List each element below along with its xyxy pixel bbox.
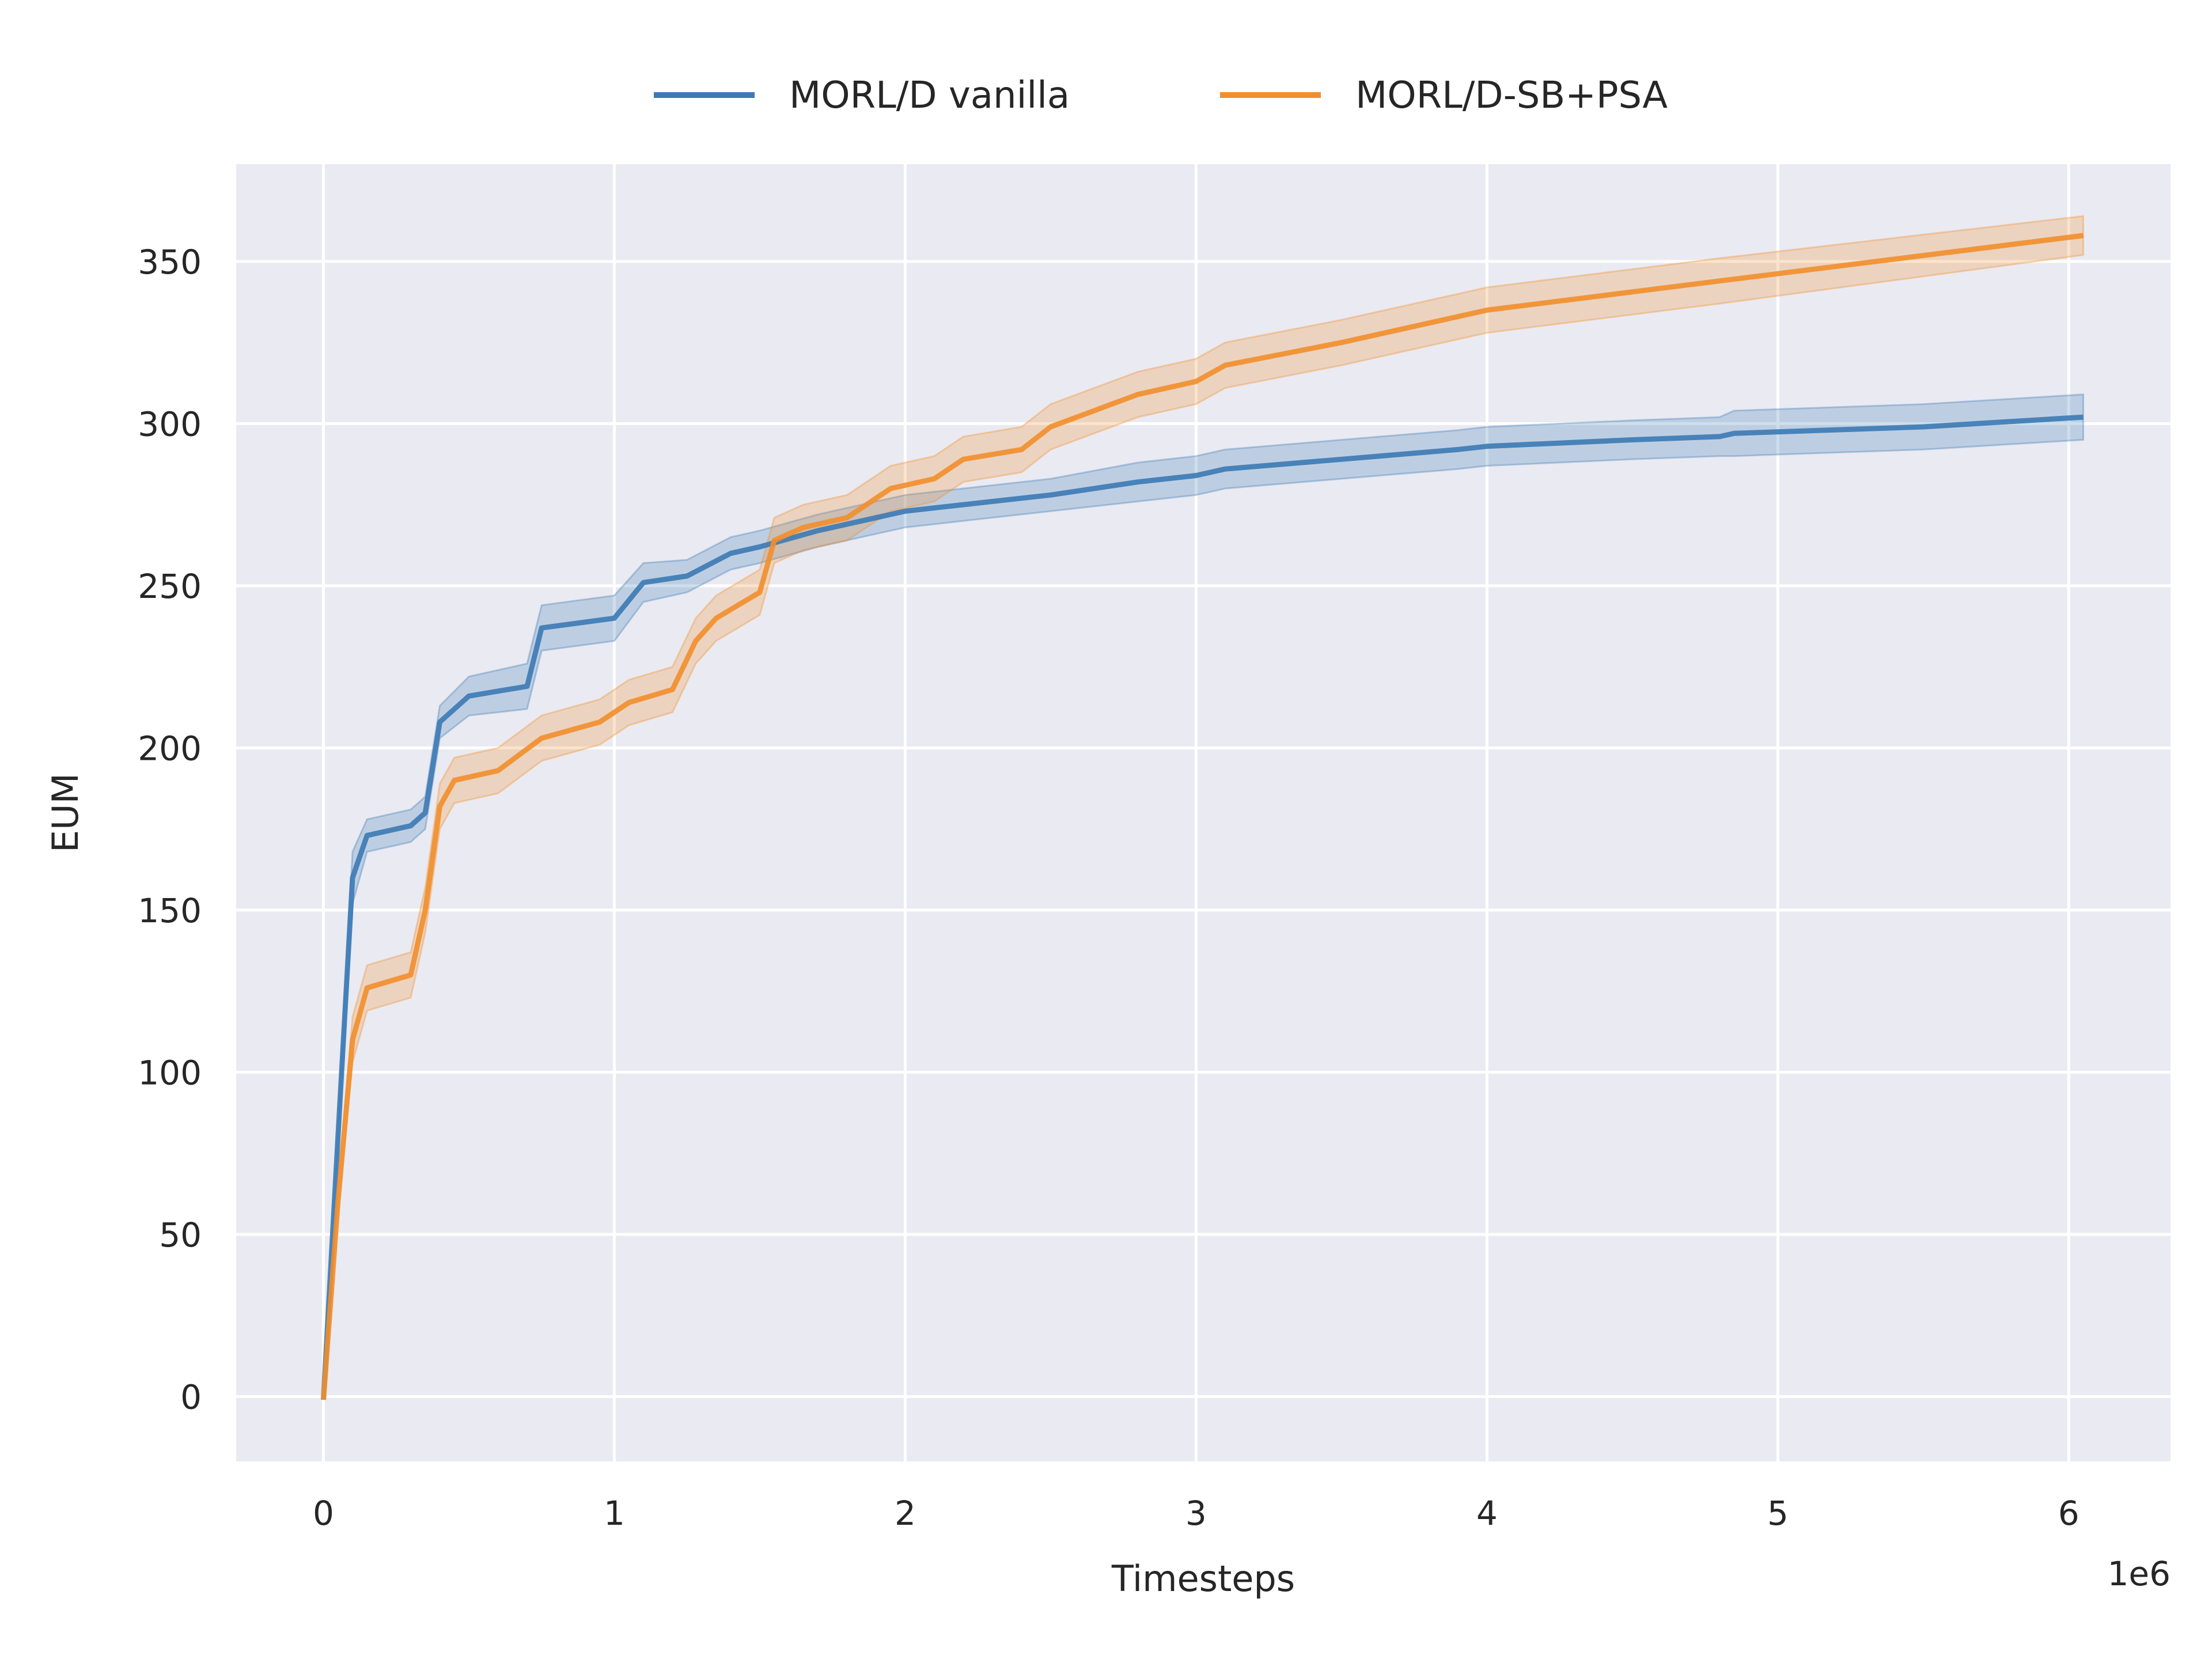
legend: MORL/D vanilla MORL/D-SB+PSA xyxy=(654,74,1668,117)
series-1-point xyxy=(1225,365,1226,366)
y-tick-label: 300 xyxy=(138,404,202,444)
x-tick-label: 2 xyxy=(895,1494,916,1533)
y-tick-label: 150 xyxy=(138,891,202,930)
series-1-point xyxy=(1341,342,1342,343)
series-1-point xyxy=(1137,394,1138,395)
x-tick-label: 0 xyxy=(313,1494,334,1533)
series-1-point xyxy=(846,517,847,518)
y-tick-label: 200 xyxy=(138,729,202,768)
x-axis-ticks: 0 1 2 3 4 5 6 xyxy=(313,1494,2080,1533)
series-0-point xyxy=(2083,416,2084,418)
series-1-point xyxy=(454,780,455,781)
series-0-point xyxy=(643,582,644,583)
series-1-point xyxy=(803,527,804,528)
series-lines xyxy=(321,233,2084,1400)
series-1-point xyxy=(1050,426,1051,427)
x-tick-label: 1 xyxy=(604,1494,625,1533)
series-0-point xyxy=(425,812,426,813)
series-0-point xyxy=(730,553,731,554)
series-0-point xyxy=(1137,482,1138,483)
grid xyxy=(236,164,2171,1461)
series-0-point xyxy=(1050,494,1051,495)
y-tick-label: 50 xyxy=(159,1215,202,1255)
series-0-point xyxy=(338,1137,339,1138)
y-axis-label: EUM xyxy=(44,773,86,853)
x-axis-label: Timesteps xyxy=(1111,1558,1295,1600)
series-1-point xyxy=(323,1399,324,1400)
series-0-point xyxy=(817,530,819,531)
series-1-point xyxy=(541,738,542,739)
series-0-point xyxy=(614,618,615,619)
legend-label-morl-d-vanilla: MORL/D vanilla xyxy=(789,74,1070,117)
series-0-point xyxy=(366,835,368,836)
series-0-point xyxy=(963,504,964,505)
series-0-point xyxy=(687,575,688,577)
series-1-point xyxy=(338,1202,339,1203)
series-1-point xyxy=(410,975,411,976)
series-0-point xyxy=(904,510,906,512)
x-tick-label: 4 xyxy=(1476,1494,1498,1533)
series-0-point xyxy=(1486,446,1487,447)
series-1-point xyxy=(366,987,368,988)
series-0-point xyxy=(1719,436,1720,437)
series-0-point xyxy=(1195,475,1196,476)
series-0-point xyxy=(352,877,353,878)
series-1-point xyxy=(599,721,600,722)
series-0-point xyxy=(1341,459,1342,460)
y-axis-ticks: 0 50 100 150 200 250 300 350 xyxy=(138,243,202,1416)
series-line-1 xyxy=(321,233,2084,1400)
x-tick-label: 6 xyxy=(2058,1494,2080,1533)
series-1-point xyxy=(890,488,891,489)
series-1-point xyxy=(1486,309,1487,310)
series-band-1 xyxy=(323,215,2084,1400)
series-1-point xyxy=(759,592,760,593)
series-1-point xyxy=(934,478,935,479)
series-0-point xyxy=(1225,468,1226,469)
series-0-point xyxy=(410,825,411,827)
series-1-point xyxy=(1021,449,1022,450)
series-0-point xyxy=(527,685,528,687)
series-1-point xyxy=(715,618,717,619)
y-tick-label: 250 xyxy=(138,567,202,606)
series-1-point xyxy=(498,770,499,771)
series-0-point xyxy=(541,627,542,628)
y-tick-label: 100 xyxy=(138,1053,202,1092)
series-line-0 xyxy=(321,414,2084,1400)
series-1-point xyxy=(1719,281,1720,282)
series-0-point xyxy=(1632,440,1633,441)
y-tick-label: 350 xyxy=(138,243,202,282)
x-axis-offset-label: 1e6 xyxy=(2108,1554,2171,1593)
x-tick-label: 5 xyxy=(1767,1494,1789,1533)
legend-label-morl-d-sb-psa: MORL/D-SB+PSA xyxy=(1355,74,1668,117)
series-1-point xyxy=(963,459,964,460)
series-0-point xyxy=(1923,426,1924,427)
series-0-point xyxy=(468,695,469,696)
series-0-point xyxy=(876,517,877,518)
series-1-point xyxy=(440,806,441,807)
series-1-point xyxy=(2083,235,2084,236)
series-1-point xyxy=(774,540,775,541)
series-1-point xyxy=(425,910,426,911)
series-0-point xyxy=(440,721,441,722)
series-1-point xyxy=(695,641,696,642)
y-tick-label: 0 xyxy=(180,1377,202,1416)
series-1-point xyxy=(672,689,673,690)
series-0-point xyxy=(1734,433,1735,434)
series-0-point xyxy=(759,546,760,547)
series-0-point xyxy=(1457,449,1459,450)
x-tick-label: 3 xyxy=(1185,1494,1207,1533)
series-1-point xyxy=(628,702,630,703)
series-1-point xyxy=(352,1039,353,1040)
series-1-point xyxy=(1195,381,1196,382)
